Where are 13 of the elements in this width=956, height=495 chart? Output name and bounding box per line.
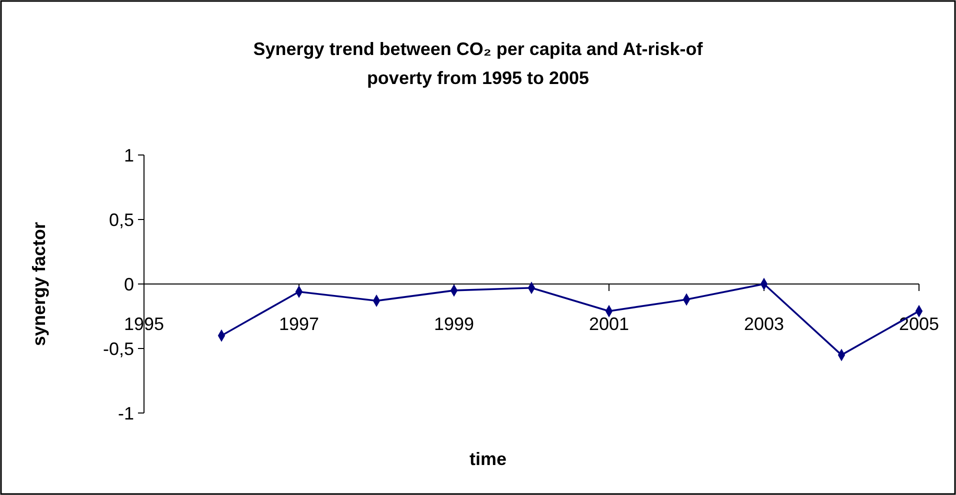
y-tick-label: 0 (124, 274, 134, 294)
x-tick-label: 2003 (744, 314, 784, 334)
y-tick-label: -0,5 (102, 338, 134, 359)
y-tick-label: 0,5 (108, 210, 134, 230)
x-tick-label: 1999 (434, 314, 474, 334)
x-tick-label: 2005 (898, 314, 940, 334)
chart-title: Synergy trend between CO₂ per capita and At-risk-of poverty from 1995 to 2005 (253, 39, 704, 88)
y-tick-label: 1 (124, 145, 134, 166)
x-tick-label: 2001 (588, 314, 630, 334)
y-axis-title: synergy factor (29, 222, 49, 346)
y-tick-label: -1 (118, 403, 134, 424)
x-tick-label: 1997 (278, 314, 320, 334)
x-axis-title: time (469, 449, 507, 469)
